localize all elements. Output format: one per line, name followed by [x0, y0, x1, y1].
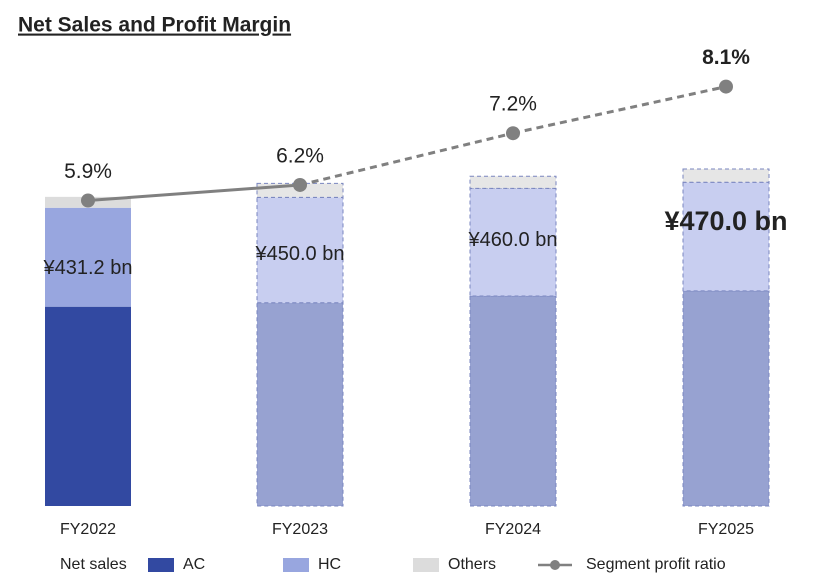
legend-label: Segment profit ratio [586, 556, 726, 573]
legend-label: HC [318, 556, 341, 573]
data-label: 7.2% [489, 93, 537, 116]
bar-segment [682, 181, 770, 292]
line-segment [512, 85, 727, 135]
x-tick-label: FY2025 [698, 521, 754, 538]
x-tick-label: FY2022 [60, 521, 116, 538]
data-label: 5.9% [64, 160, 112, 183]
chart-title: Net Sales and Profit Margin [18, 14, 291, 37]
line-marker [506, 126, 520, 141]
bar-segment [45, 306, 131, 506]
legend-title: Net sales [60, 556, 127, 573]
line-segment [299, 131, 514, 187]
line-marker [719, 79, 733, 94]
x-tick-label: FY2024 [485, 521, 541, 538]
line-marker [81, 193, 95, 208]
total-label: ¥470.0 bn [664, 206, 787, 236]
total-label: ¥431.2 bn [43, 257, 133, 279]
legend-label: AC [183, 556, 205, 573]
bar-segment [682, 168, 770, 183]
legend-swatch [148, 558, 174, 572]
x-tick-label: FY2023 [272, 521, 328, 538]
bar-segment [45, 207, 131, 307]
line-marker [293, 177, 307, 192]
bar-segment [256, 196, 344, 304]
total-label: ¥450.0 bn [255, 243, 345, 265]
bar-segment [469, 175, 557, 189]
data-label: 6.2% [276, 145, 324, 168]
bar-segment [469, 295, 557, 507]
data-label: 8.1% [702, 46, 750, 69]
bar-segment [256, 302, 344, 507]
total-label: ¥460.0 bn [468, 229, 558, 251]
legend-swatch [413, 558, 439, 572]
legend-swatch [283, 558, 309, 572]
legend-label: Others [448, 556, 496, 573]
line-segment [87, 183, 301, 203]
bar-segment [682, 290, 770, 507]
legend-marker [550, 560, 560, 570]
